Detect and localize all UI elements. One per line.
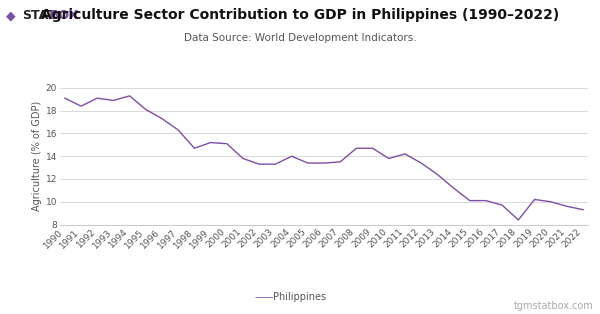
Text: ——: —— xyxy=(254,292,274,302)
Text: ◆: ◆ xyxy=(6,9,16,22)
Text: STAT: STAT xyxy=(22,9,56,22)
Y-axis label: Agriculture (% of GDP): Agriculture (% of GDP) xyxy=(32,101,41,211)
Text: Data Source: World Development Indicators.: Data Source: World Development Indicator… xyxy=(184,33,416,43)
Text: BOX: BOX xyxy=(50,9,79,22)
Text: Agriculture Sector Contribution to GDP in Philippines (1990–2022): Agriculture Sector Contribution to GDP i… xyxy=(41,8,559,22)
Text: Philippines: Philippines xyxy=(274,292,326,302)
Text: tgmstatbox.com: tgmstatbox.com xyxy=(514,301,594,311)
